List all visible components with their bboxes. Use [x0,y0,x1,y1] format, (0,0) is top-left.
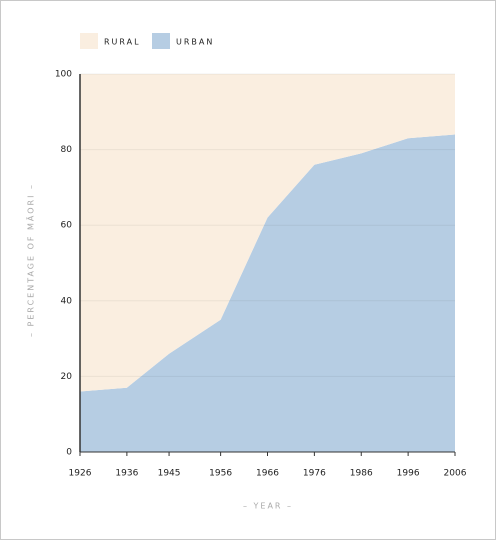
x-tick-label: 1996 [397,469,420,479]
area [80,74,455,392]
x-tick-label: 1966 [256,469,279,479]
area [80,134,455,453]
y-tick-label: 100 [55,70,72,80]
x-tick-label: 1976 [303,469,326,479]
y-tick-label: 60 [61,221,73,231]
x-tick-label: 1926 [69,469,92,479]
y-tick-label: 80 [61,145,73,155]
x-tick-label: 1956 [209,469,232,479]
x-tick-label: 1936 [115,469,138,479]
x-tick-label: 2006 [444,469,467,479]
legend-swatch [152,33,170,49]
y-tick-label: 0 [66,448,72,458]
y-tick-label: 20 [61,372,73,382]
x-tick-label: 1986 [350,469,373,479]
legend-text: URBAN [176,38,214,47]
legend-swatch [80,33,98,49]
legend-text: RURAL [104,38,141,47]
y-axis-title: – PERCENTAGE OF MĀORI – [26,183,36,337]
y-tick-label: 40 [61,296,73,306]
x-axis-title: – YEAR – [243,502,293,511]
x-tick-label: 1945 [158,469,181,479]
